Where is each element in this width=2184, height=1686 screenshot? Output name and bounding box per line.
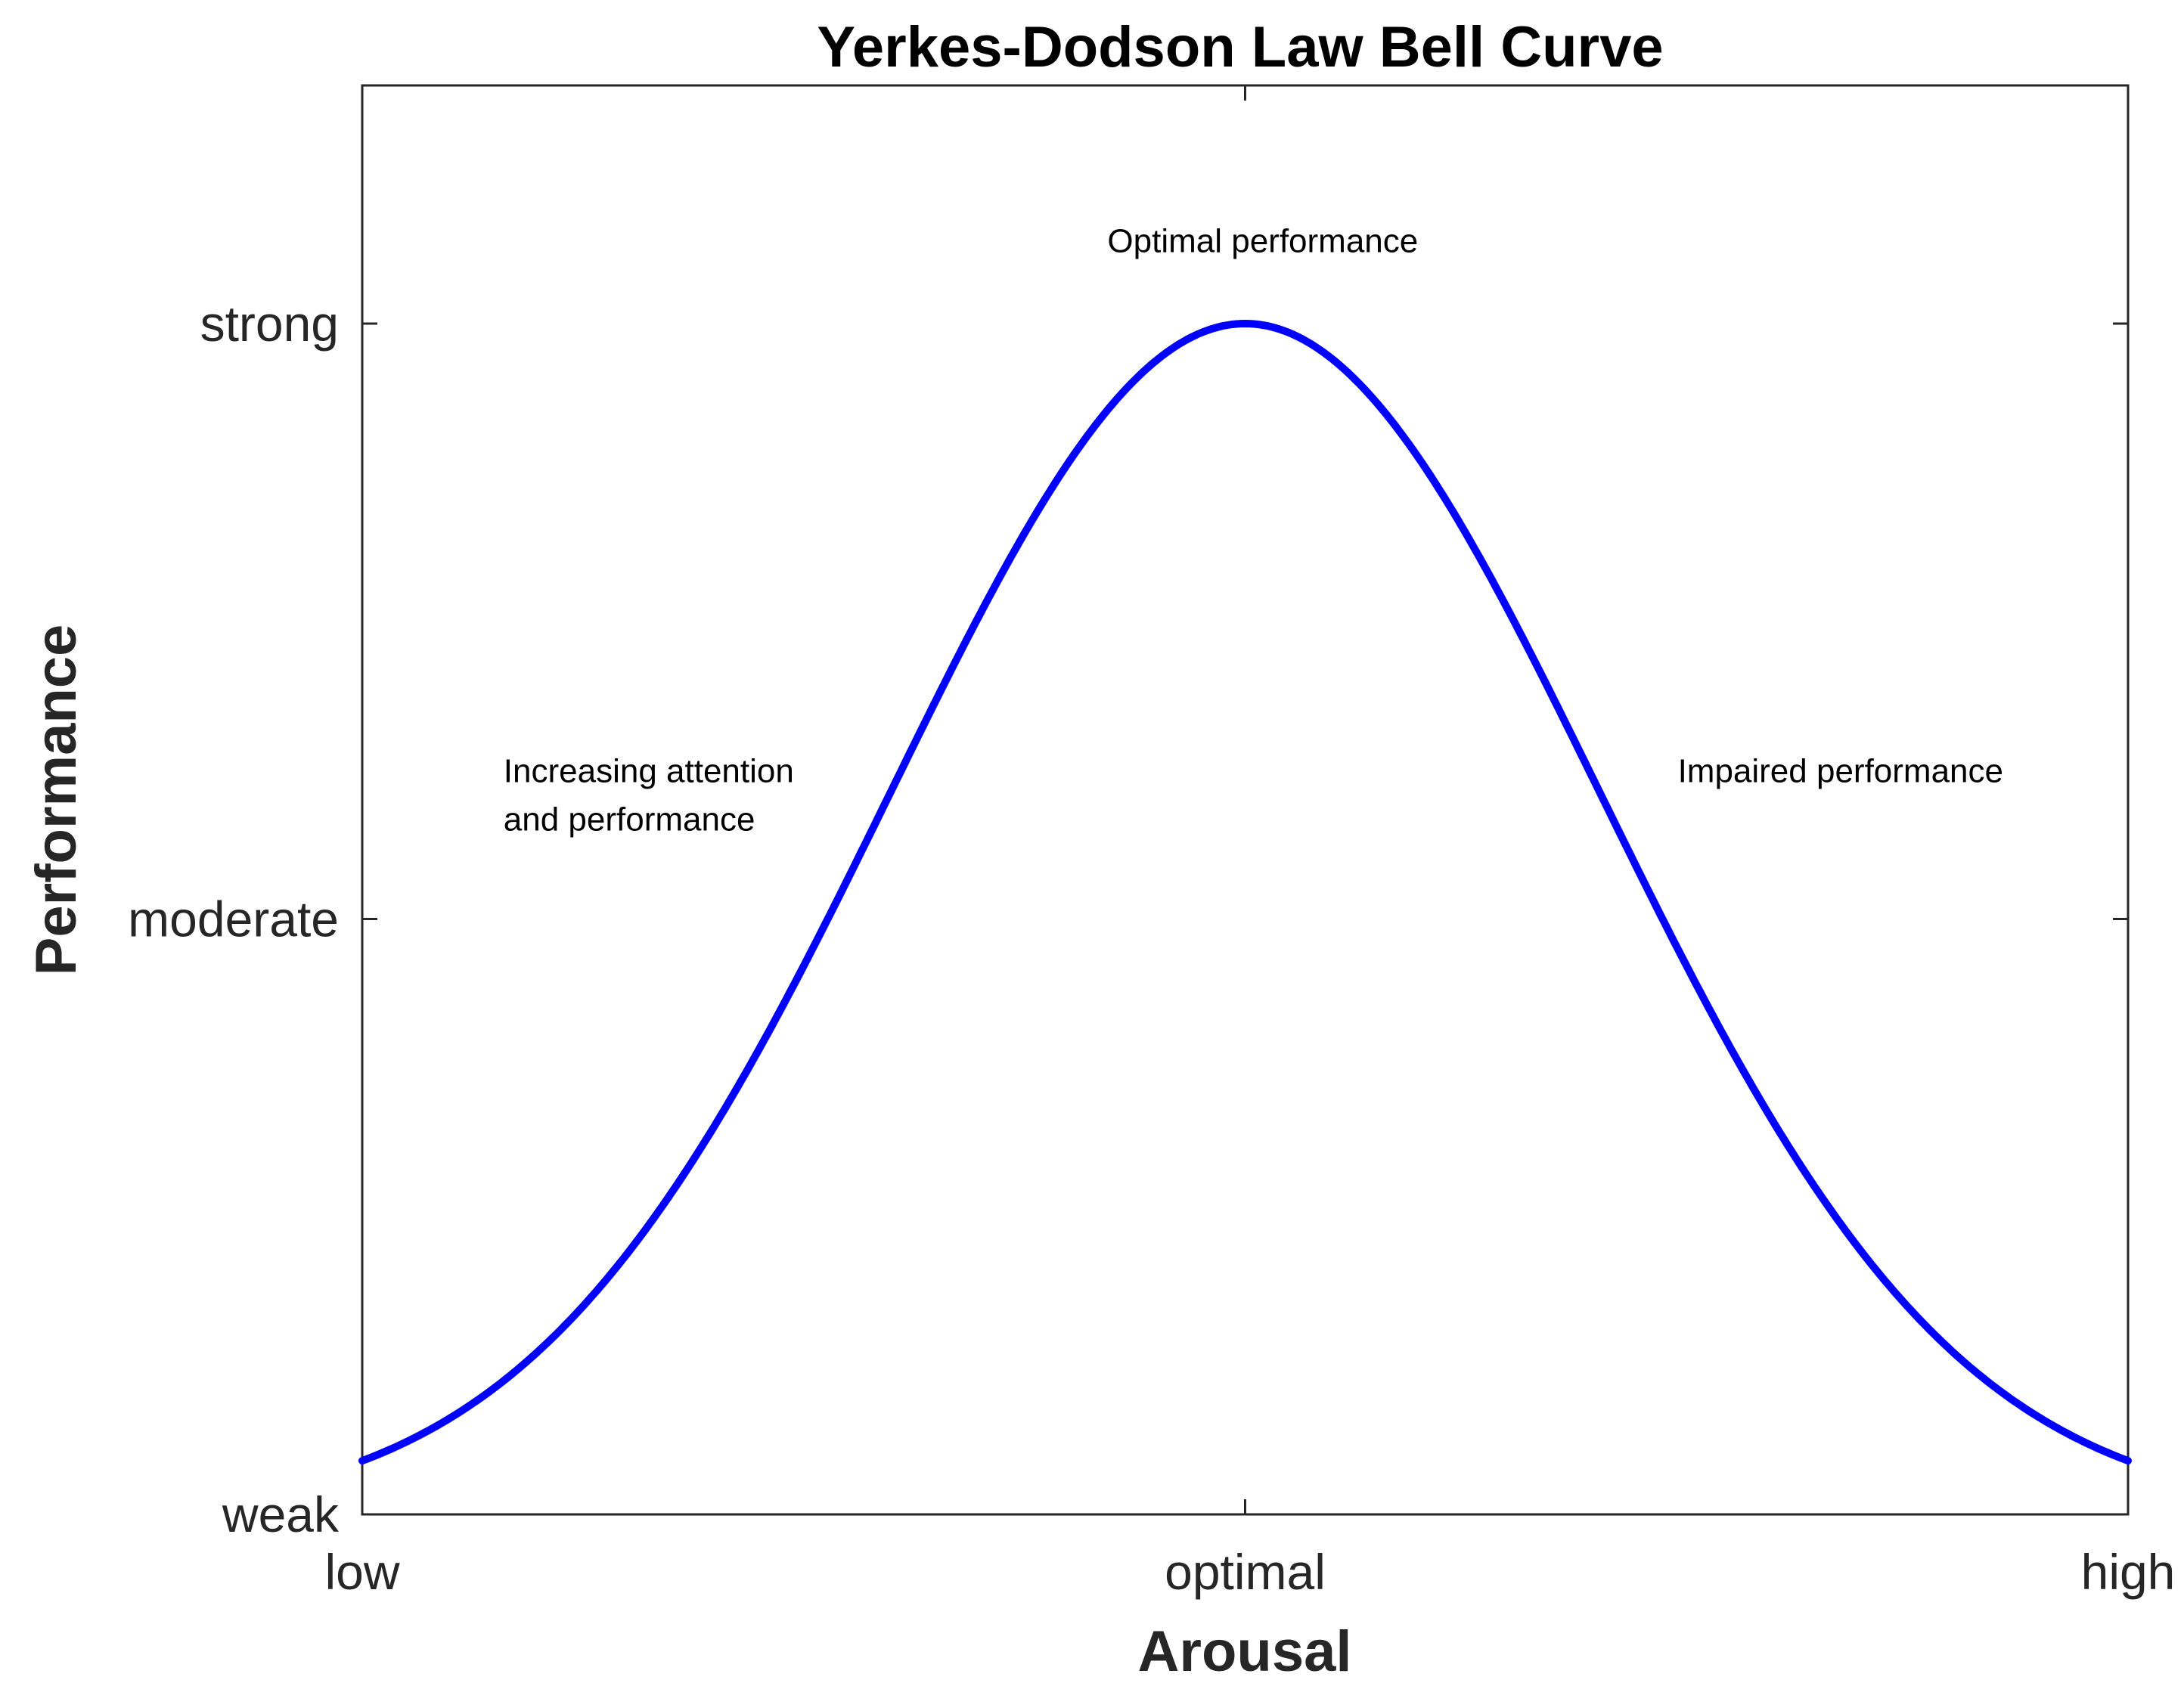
annotation-line: Impaired performance: [1678, 752, 2003, 789]
annotation-line: and performance: [504, 801, 755, 838]
annotation-line: Increasing attention: [504, 752, 794, 789]
y-tick-label: weak: [222, 1486, 340, 1542]
axis-ticks: [362, 85, 2128, 1514]
annotation-text: Increasing attention and performance: [504, 752, 794, 838]
y-axis-label: Performance: [24, 625, 88, 976]
y-tick-labels: weak moderate strong: [128, 296, 340, 1542]
annotation-text: Optimal performance: [1107, 223, 1418, 260]
y-tick-label: moderate: [128, 891, 339, 947]
y-tick-label: strong: [200, 296, 339, 352]
x-tick-label: optimal: [1165, 1544, 1326, 1600]
x-axis-label: Arousal: [1138, 1619, 1352, 1684]
x-tick-label: high: [2081, 1544, 2176, 1600]
annotations: Optimal performance Increasing attention a…: [504, 223, 2003, 838]
performance-curve: [358, 320, 2132, 1465]
x-tick-label: low: [324, 1544, 399, 1600]
annotation-text: Impaired performance: [1678, 752, 2003, 789]
x-tick-labels: low optimal high: [324, 1544, 2175, 1600]
chart-title: Yerkes-Dodson Law Bell Curve: [817, 15, 1663, 79]
annotation-line: Optimal performance: [1107, 223, 1418, 260]
